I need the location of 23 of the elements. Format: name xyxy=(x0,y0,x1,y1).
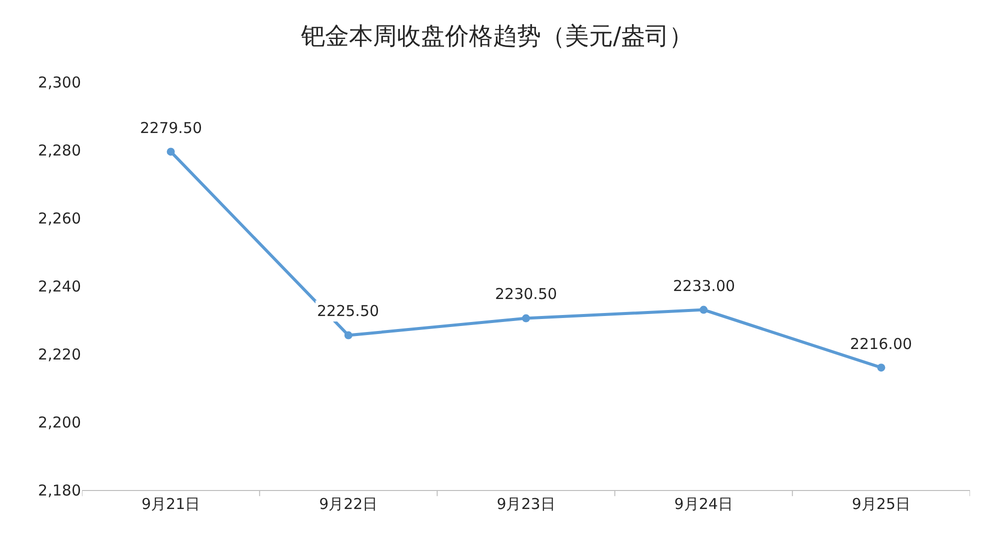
point xyxy=(877,364,886,372)
y-tick-label: 2,200 xyxy=(38,413,81,432)
y-tick-label: 2,260 xyxy=(38,209,81,228)
point xyxy=(700,306,708,314)
y-tick-label: 2,240 xyxy=(38,277,81,296)
text: 2225.50 xyxy=(317,302,380,320)
x-tick-label: 9月22日 xyxy=(319,495,378,513)
point xyxy=(166,148,175,156)
point xyxy=(344,331,352,340)
text: 2279.50 xyxy=(140,119,202,137)
x-tick-label: 9月24日 xyxy=(674,495,733,513)
x-tick-label: 9月25日 xyxy=(852,495,911,513)
x-tick-label: 9月23日 xyxy=(496,495,556,513)
y-tick-label: 2,300 xyxy=(38,73,81,92)
y-tick-label: 2,220 xyxy=(38,345,81,364)
text: 2216.00 xyxy=(850,335,912,353)
point xyxy=(522,314,530,322)
y-tick-label: 2,280 xyxy=(38,141,81,160)
text: 2233.00 xyxy=(673,277,736,295)
chart-title: 钯金本周收盘价格趋势（美元/盎司） xyxy=(300,22,694,50)
text: 2230.50 xyxy=(495,285,558,303)
x-tick-label: 9月21日 xyxy=(141,495,200,513)
y-tick-label: 2,180 xyxy=(38,481,81,500)
